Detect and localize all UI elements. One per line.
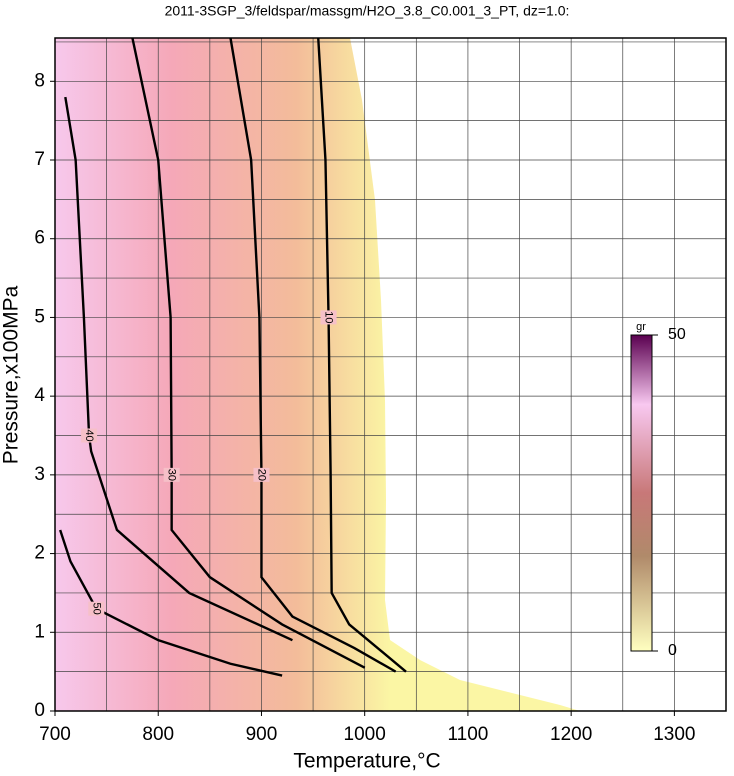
contour-line — [131, 37, 366, 669]
contour-line — [317, 37, 407, 673]
data-field — [55, 38, 580, 711]
contour-label: 30 — [166, 469, 178, 481]
y-axis-label: Pressure,x100MPa — [0, 285, 23, 464]
x-tick-label: 1200 — [550, 724, 592, 745]
y-tick-label: 8 — [34, 70, 45, 91]
contour-line — [59, 529, 283, 677]
x-tick-label: 800 — [142, 724, 174, 745]
contour-label-bg — [253, 467, 270, 482]
colorbar-tick-label: 0 — [668, 642, 677, 659]
x-axis-label: Temperature,°C — [293, 750, 440, 773]
y-tick-label: 3 — [34, 464, 45, 485]
y-tick-label: 7 — [34, 149, 45, 170]
y-tick-label: 6 — [34, 228, 45, 249]
colorbar — [630, 334, 653, 652]
contour-line — [229, 37, 397, 673]
y-tick-label: 4 — [34, 385, 45, 406]
chart-title: 2011-3SGP_3/feldspar/massgm/H2O_3.8_C0.0… — [165, 3, 570, 19]
colorbar-label: gr — [636, 321, 646, 333]
contour-label: 50 — [90, 603, 102, 615]
contour-line — [64, 96, 293, 642]
y-tick-label: 2 — [34, 543, 45, 564]
contour-label: 40 — [83, 429, 95, 441]
x-tick-label: 1300 — [653, 724, 695, 745]
x-tick-label: 1100 — [447, 724, 488, 745]
contour-label: 10 — [323, 311, 335, 323]
y-tick-label: 5 — [34, 306, 45, 327]
plot-frame — [54, 37, 727, 712]
contour-label-bg — [88, 601, 105, 616]
x-tick-label: 1000 — [344, 724, 386, 745]
y-tick-label: 1 — [34, 621, 45, 642]
contour-label: 20 — [256, 469, 268, 481]
x-tick-label: 900 — [246, 724, 278, 745]
colorbar-tick-label: 50 — [668, 326, 686, 343]
contour-label-bg — [163, 467, 180, 482]
y-tick-label: 0 — [34, 700, 45, 721]
x-tick-label: 700 — [39, 724, 71, 745]
contour-label-bg — [320, 310, 337, 325]
contour-label-bg — [81, 428, 98, 443]
